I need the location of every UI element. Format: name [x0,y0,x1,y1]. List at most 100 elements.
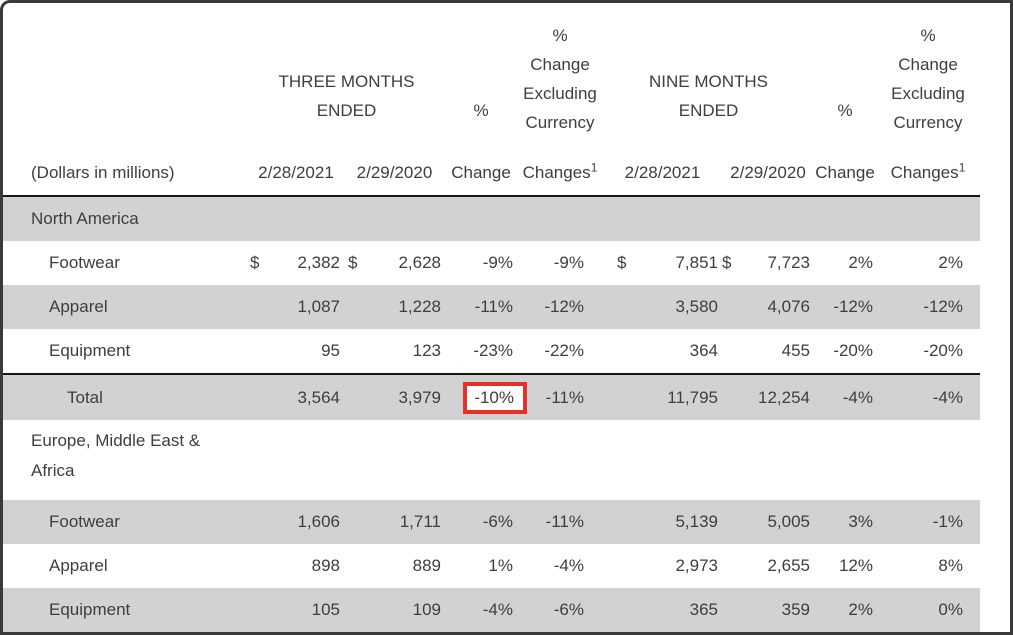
dollar-sign-cell [248,329,281,374]
dollar-sign-cell [603,373,634,420]
table-row-emea-footwear: Footwear 1,606 1,711 -6% -11% 5,139 5,00… [3,500,980,544]
value-cell: 123 [412,341,441,360]
dollar-sign-cell [603,588,634,632]
value-cell: 1,228 [378,285,445,329]
table-row-na-total: Total 3,564 3,979 -10% -11% 11,795 12,25… [3,373,980,420]
header-nine-months-ended: NINE MONTHS ENDED [603,3,814,137]
header-text: Excluding [523,84,597,103]
header-row-groups: THREE MONTHS ENDED % % Change Excluding … [3,3,980,137]
header-text: Change [530,55,590,74]
pct-change-excl-cell: -20% [923,341,963,360]
dollar-sign-cell [344,588,378,632]
table-row-emea-equipment: Equipment 105 109 -4% -6% 365 359 2% 0% [3,588,980,632]
pct-change-cell: 1% [488,556,513,575]
pct-change-cell: -11% [445,285,517,329]
row-label: Total [3,373,248,420]
pct-change-cell: -9% [482,253,513,272]
pct-change-excl-cell: -12% [517,285,603,329]
dollar-sign-cell [344,544,378,588]
value-cell: 5,139 [634,500,722,544]
value-cell: 11,795 [634,373,722,420]
dollar-sign-cell [248,588,281,632]
pct-change-excl-cell: -22% [544,341,584,360]
section-title: Europe, Middle East & Africa [3,420,980,500]
value-cell: 2,655 [767,556,810,575]
pct-change-cell: -20% [833,341,873,360]
header-three-months-ended: THREE MONTHS ENDED [248,3,445,137]
table-row-na-apparel: Apparel 1,087 1,228 -11% -12% 3,580 4,07… [3,285,980,329]
dollar-sign-cell [603,329,634,374]
dollar-sign-cell [722,285,737,329]
table-row-na-equipment: Equipment 95 123 -23% -22% 364 455 -20% … [3,329,980,374]
value-cell: 1,711 [378,500,445,544]
footnote-marker: 1 [590,160,598,175]
dollar-sign-cell [344,285,378,329]
pct-change-excl-cell: 2% [938,253,963,272]
pct-change-cell: -4% [445,588,517,632]
value-cell: 3,564 [281,373,344,420]
value-cell: 3,979 [378,373,445,420]
section-row-north-america: North America [3,195,980,241]
value-cell: 3,580 [634,285,722,329]
date-nine-2021: 2/28/2021 [624,163,701,182]
value-cell: 2,382 [297,253,340,272]
date-quarter-2020: 2/29/2020 [356,163,433,182]
pct-change-cell: -10% [445,373,527,420]
value-cell: 7,723 [767,253,810,272]
pct-change-cell: 2% [814,588,876,632]
section-title: North America [3,195,980,241]
dollar-sign-cell [722,500,737,544]
pct-change-cell: -23% [473,341,513,360]
dollar-sign-cell [722,329,737,374]
header-text: Currency [893,113,963,132]
dollar-sign-cell [248,373,281,420]
pct-change-excl-cell: -4% [553,556,584,575]
pct-change-excl-cell: -1% [876,500,980,544]
dollar-sign-cell [344,329,378,374]
pct-change-excl-cell: -4% [876,373,980,420]
dollar-sign-cell: $ [617,253,627,272]
value-cell: 2,628 [398,253,441,272]
pct-change-excl-cell: -6% [517,588,603,632]
value-cell: 105 [281,588,344,632]
header-text: ENDED [316,101,377,120]
dollar-sign-cell [248,285,281,329]
value-cell: 364 [689,341,718,360]
header-pct-change-excl-currency-q: % Change Excluding Currency [517,3,603,137]
pct-change-cell: 2% [848,253,873,272]
section-title-text: Europe, Middle East & Africa [31,431,201,480]
row-label: Apparel [3,285,248,329]
dollar-sign-cell: $ [722,253,732,272]
header-pct-change-excl-currency-n: % Change Excluding Currency [876,3,980,137]
row-label: Footwear [3,500,248,544]
dollar-sign-cell [344,373,378,420]
value-cell: 95 [321,341,340,360]
date-quarter-2021: 2/28/2021 [258,163,334,182]
table-row-na-footwear: Footwear $ 2,382 $ 2,628 -9% -9% $ 7,851… [3,241,980,285]
value-cell: 1,087 [281,285,344,329]
value-cell: 109 [378,588,445,632]
pct-change-excl-cell: 0% [876,588,980,632]
value-cell: 2,973 [675,556,718,575]
header-row-dates: (Dollars in millions) 2/28/2021 2/29/202… [3,137,980,196]
value-cell: 7,851 [675,253,718,272]
header-text: Excluding [891,84,965,103]
row-label: Apparel [49,556,108,575]
revenue-by-segment-table: THREE MONTHS ENDED % % Change Excluding … [3,3,980,632]
dollar-sign-cell [603,544,634,588]
header-text: % [552,26,568,45]
dollar-sign-cell [603,285,634,329]
header-text: THREE MONTHS [278,72,415,91]
pct-change-excl-cell: -11% [517,373,603,420]
pct-change-cell: -6% [445,500,517,544]
pct-change-excl-cell: 8% [938,556,963,575]
dollar-sign-cell [722,544,737,588]
dollars-in-millions-note: (Dollars in millions) [31,163,175,182]
dollar-sign-cell [603,500,634,544]
header-text: Changes [890,163,959,182]
footnote-marker: 1 [958,160,966,175]
header-change-n: Change [815,163,875,182]
value-cell: 1,606 [281,500,344,544]
header-pct-change-q: % [473,101,489,120]
